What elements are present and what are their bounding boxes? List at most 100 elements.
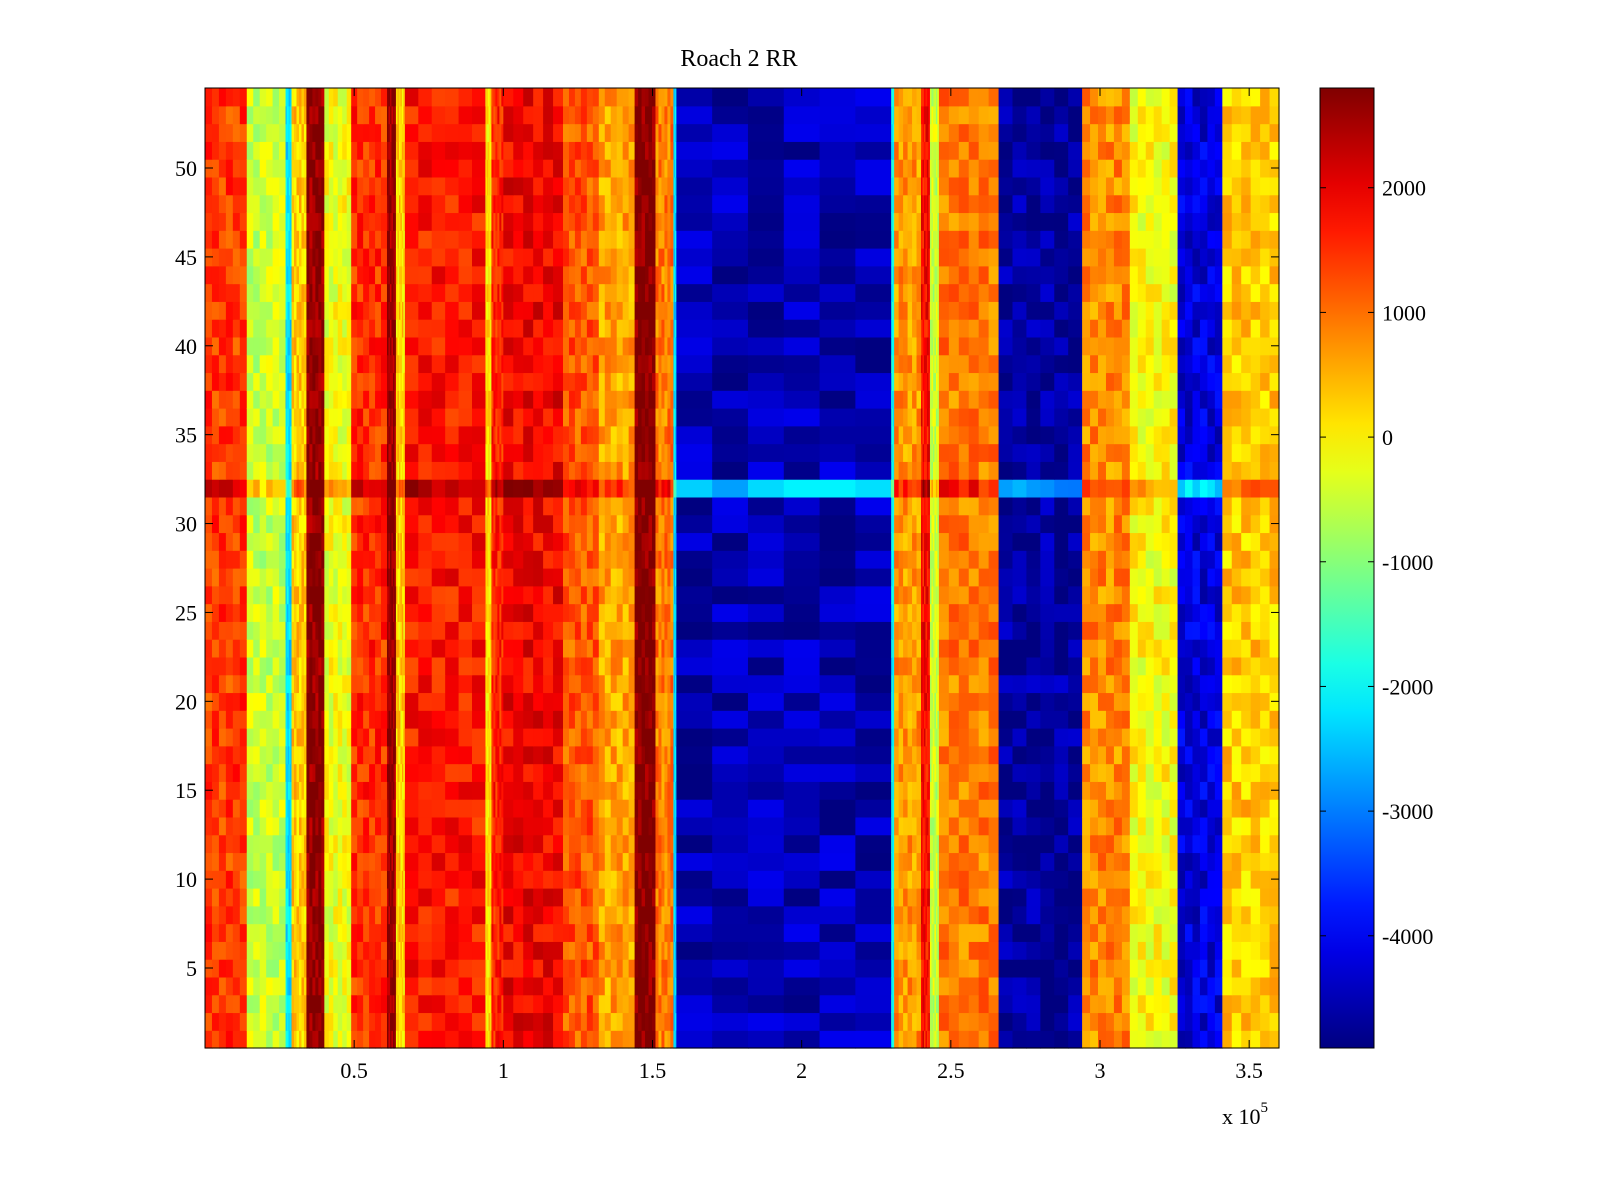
heatmap-cell [523,479,534,498]
heatmap-cell [392,212,396,231]
heatmap-cell [652,870,657,889]
heatmap-cell [543,550,554,569]
heatmap-cell [553,283,564,302]
heatmap-cell [232,319,241,338]
heatmap-cell [296,728,300,747]
heatmap-cell [321,905,325,925]
heatmap-cell [641,1012,646,1031]
heatmap-cell [232,105,241,125]
heatmap-cell [616,852,624,871]
heatmap-cell [205,710,213,729]
heatmap-cell [287,123,290,142]
heatmap-cell [622,816,630,836]
heatmap-cell [288,408,291,427]
heatmap-cell [495,390,498,409]
heatmap-cell [290,141,293,160]
heatmap-cell [318,301,322,320]
heatmap-cell [499,923,502,942]
heatmap-cell [369,994,376,1014]
heatmap-cell [328,816,334,836]
heatmap-cell [513,301,524,320]
heatmap-cell [225,408,234,427]
heatmap-cell [485,425,488,445]
heatmap-cell [306,425,311,445]
heatmap-cell [491,1012,494,1031]
heatmap-cell [487,923,490,942]
heatmap-cell [298,159,303,178]
heatmap-cell [418,852,433,871]
heatmap-cell [523,1012,534,1031]
heatmap-cell [458,728,473,747]
heatmap-cell [645,1012,650,1031]
heatmap-cell [404,905,419,925]
heatmap-cell [218,88,227,107]
heatmap-cell [294,265,298,285]
heatmap-cell [287,550,290,569]
heatmap-cell [246,372,254,391]
heatmap-cell [324,710,330,729]
heatmap-cell [489,319,491,338]
heatmap-cell [418,176,433,196]
heatmap-cell [598,621,606,640]
heatmap-cell [253,870,261,889]
heatmap-cell [487,674,490,694]
heatmap-cell [490,834,492,854]
heatmap-cell [205,799,213,818]
heatmap-cell [272,710,280,729]
heatmap-cell [533,763,544,782]
heatmap-cell [398,656,402,676]
heatmap-cell [493,354,496,374]
heatmap-cell [337,621,343,640]
heatmap-cell [239,870,248,889]
heatmap-cell [495,781,498,800]
heatmap-cell [315,319,319,338]
heatmap-cell [218,959,227,978]
heatmap-cell [523,781,534,800]
heatmap-cell [472,674,487,694]
heatmap-cell [610,781,618,800]
heatmap-cell [397,496,400,516]
heatmap-cell [491,728,494,747]
heatmap-cell [488,425,491,445]
heatmap-cell [398,283,402,302]
heatmap-cell [394,923,397,942]
heatmap-cell [388,159,391,178]
heatmap-cell [259,354,267,374]
heatmap-cell [400,443,403,462]
heatmap-cell [485,834,488,854]
heatmap-cell [294,230,298,249]
heatmap-cell [386,585,390,605]
heatmap-cell [488,745,491,765]
heatmap-cell [395,976,399,996]
heatmap-cell [394,123,397,142]
heatmap-cell [641,710,646,729]
heatmap-cell [294,141,298,160]
heatmap-cell [218,905,227,925]
heatmap-cell [592,621,600,640]
heatmap-cell [404,408,419,427]
heatmap-cell [272,496,280,516]
heatmap-cell [363,212,370,231]
heatmap-cell [404,550,419,569]
heatmap-cell [397,621,400,640]
heatmap-cell [303,585,308,605]
heatmap-cell [357,265,364,285]
heatmap-cell [386,265,390,285]
heatmap-cell [628,496,636,516]
heatmap-cell [497,230,500,249]
heatmap-cell [503,176,514,196]
heatmap-cell [306,176,311,196]
heatmap-cell [501,976,504,996]
heatmap-cell [381,941,388,960]
heatmap-cell [211,123,220,142]
heatmap-cell [298,568,303,587]
heatmap-cell [404,336,419,356]
heatmap-cell [501,870,504,889]
heatmap-cell [634,781,639,800]
heatmap-cell [303,425,308,445]
heatmap-cell [523,176,534,196]
heatmap-cell [346,728,352,747]
heatmap-cell [592,745,600,765]
heatmap-cell [497,621,500,640]
heatmap-cell [395,692,399,711]
